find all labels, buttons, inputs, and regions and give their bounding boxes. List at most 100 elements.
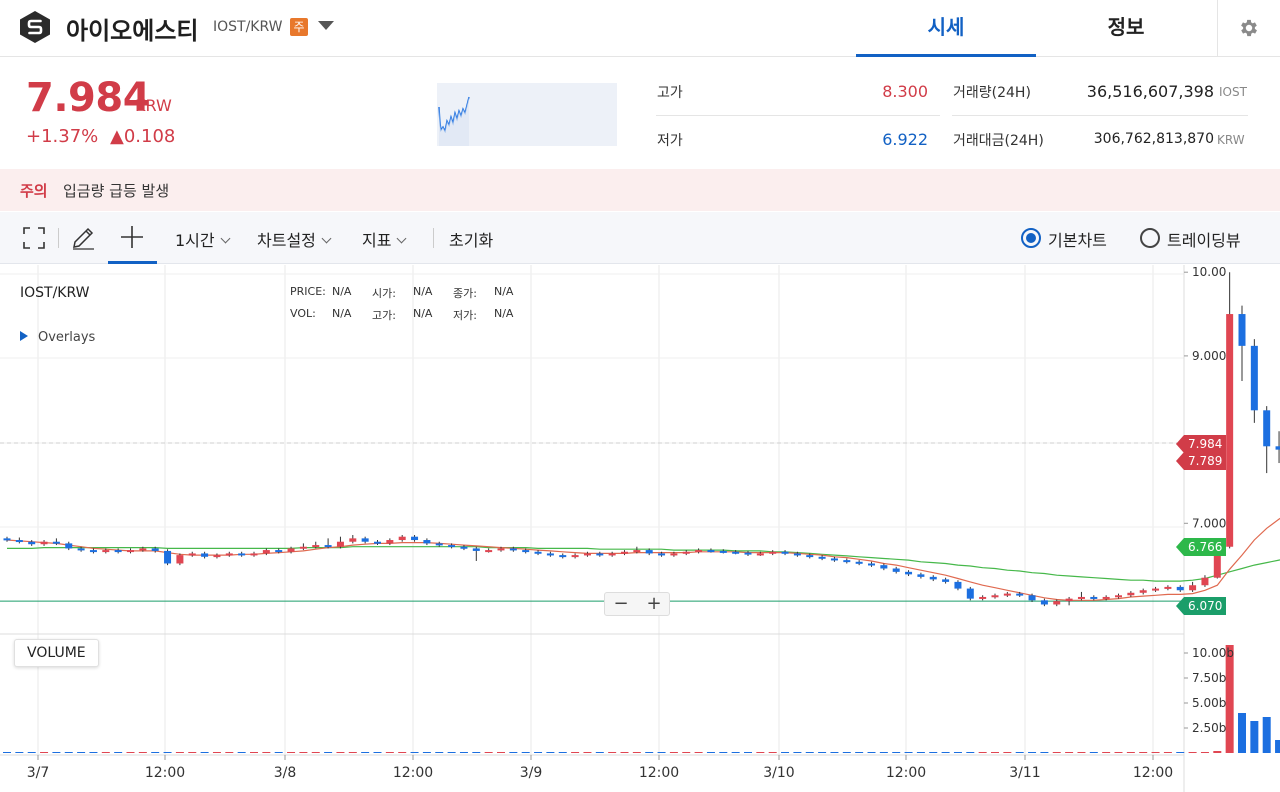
info-low-label: 저가: — [453, 309, 477, 322]
candle-body — [608, 553, 616, 556]
info-low-value: N/A — [494, 307, 514, 320]
indicators-dropdown[interactable]: 지표 — [362, 227, 407, 251]
candle-body — [1065, 598, 1073, 602]
divider — [58, 228, 59, 248]
candle-body — [954, 581, 962, 589]
volume-bar — [200, 752, 209, 753]
candle-body — [522, 550, 530, 553]
candle-body — [398, 536, 406, 541]
volume-bar — [163, 752, 172, 753]
candle-body — [1263, 410, 1271, 447]
zoom-out-button[interactable]: − — [613, 593, 629, 614]
volume-bar — [287, 752, 296, 753]
candle-body — [349, 538, 357, 542]
info-vol-value: N/A — [332, 307, 352, 320]
iost-logo-icon — [20, 11, 50, 43]
candle-body — [77, 548, 85, 551]
indicators-label: 지표 — [362, 231, 392, 250]
candle-body — [991, 595, 999, 598]
candle-body — [460, 546, 468, 549]
candle-body — [880, 565, 888, 569]
volume-bar — [756, 752, 765, 753]
candle-body — [151, 548, 159, 551]
candle-body — [3, 538, 11, 541]
volume-bar — [27, 752, 36, 753]
volume-bar — [953, 752, 962, 753]
crosshair-button[interactable] — [108, 212, 157, 264]
price-badge-label: 7.984 — [1188, 437, 1222, 451]
candle-body — [571, 555, 579, 558]
candle-body — [411, 536, 419, 541]
volume-bar — [669, 752, 678, 753]
price-tick-label: 9.000 — [1192, 349, 1226, 363]
caution-banner: 주의 입금량 급등 발생 — [0, 169, 1280, 211]
market-pair[interactable]: IOST/KRW — [213, 19, 283, 35]
candle-body — [1238, 314, 1246, 346]
tradingview-radio[interactable] — [1140, 228, 1160, 248]
tab-info[interactable]: 정보 — [1107, 15, 1145, 39]
zoom-control: − + — [604, 592, 670, 616]
candle-body — [892, 568, 900, 572]
candle-body — [250, 553, 258, 556]
volume-bar — [410, 752, 419, 753]
reset-button[interactable]: 초기화 — [449, 231, 494, 250]
candle-body — [843, 560, 851, 563]
candle-body — [65, 543, 73, 549]
volume-bar — [978, 752, 987, 753]
volume-24h-value: 36,516,607,398 — [1086, 82, 1214, 101]
change-amount: ▲0.108 — [110, 126, 176, 147]
price-badge-label: 7.789 — [1188, 454, 1222, 468]
info-high-label: 고가: — [372, 309, 396, 322]
candle-body — [682, 551, 690, 554]
chart-canvas[interactable]: 10.00 9.000 7.000 10.00b 7.50b 5.00b 2.50b 7.98… — [0, 265, 1280, 792]
info-open-label: 시가: — [372, 287, 396, 300]
overlays-toggle[interactable]: Overlays — [20, 330, 95, 345]
volume-bar — [3, 752, 11, 753]
candle-body — [905, 571, 913, 575]
candle-body — [1250, 345, 1258, 411]
volume-bar — [657, 752, 666, 753]
basic-chart-radio[interactable] — [1021, 228, 1041, 248]
draw-button[interactable] — [62, 212, 104, 264]
basic-chart-label[interactable]: 기본차트 — [1048, 231, 1107, 250]
price-change: +1.37% ▲0.108 — [26, 126, 175, 147]
info-close-label: 종가: — [453, 287, 477, 300]
coin-dropdown-icon[interactable] — [318, 21, 334, 30]
volume-bar — [571, 752, 580, 753]
fullscreen-button[interactable] — [14, 212, 54, 264]
tradingview-label[interactable]: 트레이딩뷰 — [1167, 231, 1241, 250]
candle-body — [1176, 586, 1184, 591]
volume-bar — [929, 752, 938, 753]
volume-bar — [1139, 752, 1148, 753]
volume-bar — [237, 752, 246, 753]
volume-bar — [719, 752, 728, 753]
zoom-in-button[interactable]: + — [646, 593, 662, 614]
amount-24h-unit: KRW — [1217, 133, 1245, 147]
volume-bar — [64, 752, 73, 753]
candle-body — [979, 596, 987, 599]
volume-bar — [694, 752, 703, 753]
low-value: 6.922 — [882, 130, 928, 149]
price-unit: KRW — [135, 96, 172, 115]
price-chart[interactable]: 10.00 9.000 7.000 10.00b 7.50b 5.00b 2.50b 7.98… — [0, 265, 1280, 792]
coin-name[interactable]: 아이오에스티 — [66, 17, 199, 45]
tab-price[interactable]: 시세 — [856, 0, 1036, 57]
chart-settings-dropdown[interactable]: 차트설정 — [257, 227, 332, 251]
volume-bar — [941, 752, 950, 753]
chevron-down-icon — [397, 233, 407, 244]
settings-button[interactable] — [1217, 0, 1280, 57]
volume-bar — [373, 752, 382, 753]
candle-body — [917, 574, 925, 577]
high-value: 8.300 — [882, 82, 928, 101]
volume-24h-unit: IOST — [1219, 85, 1247, 99]
interval-dropdown[interactable]: 1시간 — [175, 227, 231, 251]
volume-tick-label: 5.00b — [1192, 696, 1226, 710]
volume-bar — [855, 752, 864, 753]
price-badge — [1176, 597, 1226, 615]
price-tick-label: 7.000 — [1192, 516, 1226, 530]
candle-body — [1127, 592, 1135, 596]
volume-bar — [1052, 752, 1061, 753]
interval-label: 1시간 — [175, 231, 215, 250]
candle-body — [596, 553, 604, 556]
volume-bar — [583, 752, 592, 753]
